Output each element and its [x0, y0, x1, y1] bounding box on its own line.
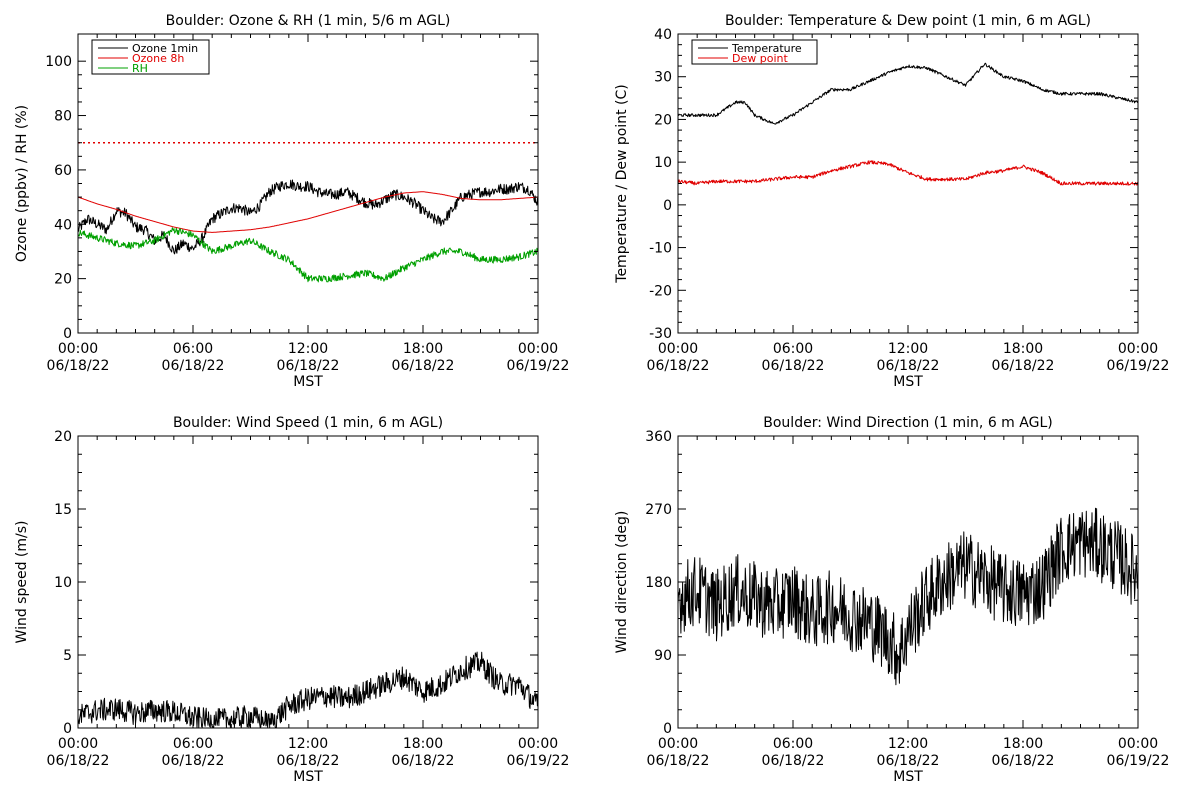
- x-tick-label-time: 00:00: [58, 341, 98, 357]
- x-tick-label-time: 12:00: [288, 736, 328, 752]
- y-tick-label: 60: [54, 163, 72, 179]
- series-line-2: [78, 191, 538, 233]
- x-tick-label-time: 00:00: [518, 736, 558, 752]
- y-tick-label: 40: [54, 217, 72, 233]
- chart-title: Boulder: Ozone & RH (1 min, 5/6 m AGL): [166, 13, 451, 29]
- x-tick-label-date: 06/18/22: [992, 753, 1055, 769]
- y-tick-label: -20: [649, 283, 672, 299]
- x-tick-label-date: 06/18/22: [162, 753, 225, 769]
- y-axis-label: Ozone (ppbv) / RH (%): [14, 105, 30, 262]
- y-axis-label: Wind direction (deg): [614, 511, 630, 654]
- x-tick-label-time: 00:00: [1118, 736, 1158, 752]
- x-tick-label-date: 06/18/22: [647, 753, 710, 769]
- y-tick-label: 0: [663, 198, 672, 214]
- chart-title: Boulder: Wind Speed (1 min, 6 m AGL): [173, 415, 443, 431]
- series-line-2: [678, 160, 1138, 186]
- y-tick-label: 0: [63, 326, 72, 342]
- legend-label: Ozone 8h: [132, 52, 184, 65]
- series-line-3: [78, 227, 538, 283]
- series-line-1: [678, 62, 1138, 125]
- x-tick-label-time: 18:00: [403, 736, 443, 752]
- y-tick-label: -30: [649, 326, 672, 342]
- y-tick-label: 40: [654, 27, 672, 43]
- y-tick-label: 0: [63, 721, 72, 737]
- x-tick-label-date: 06/19/22: [507, 753, 570, 769]
- y-tick-label: 20: [54, 272, 72, 288]
- x-tick-label-date: 06/18/22: [277, 753, 340, 769]
- x-axis-label: MST: [293, 374, 323, 390]
- chart-panel-2: Boulder: Temperature & Dew point (1 min,…: [614, 13, 1169, 390]
- x-tick-label-time: 06:00: [173, 736, 213, 752]
- y-tick-label: 90: [654, 648, 672, 664]
- y-tick-label: 360: [645, 429, 672, 445]
- plot-frame: [677, 435, 1139, 729]
- y-tick-label: 30: [654, 70, 672, 86]
- x-tick-label-time: 18:00: [403, 341, 443, 357]
- x-tick-label-date: 06/18/22: [877, 753, 940, 769]
- x-tick-label-date: 06/18/22: [277, 358, 340, 374]
- x-tick-label-date: 06/18/22: [877, 358, 940, 374]
- chart-panel-3: Boulder: Wind Speed (1 min, 6 m AGL) Wind…: [14, 415, 569, 785]
- x-tick-label-time: 06:00: [773, 736, 813, 752]
- y-tick-label: 10: [54, 575, 72, 591]
- x-tick-label-time: 00:00: [58, 736, 98, 752]
- y-tick-label: 10: [654, 155, 672, 171]
- chart-panel-1: Boulder: Ozone & RH (1 min, 5/6 m AGL) Oz…: [14, 13, 569, 390]
- y-tick-label: 180: [645, 575, 672, 591]
- x-tick-label-date: 06/19/22: [1107, 753, 1170, 769]
- x-tick-label-date: 06/19/22: [507, 358, 570, 374]
- x-tick-label-time: 12:00: [888, 736, 928, 752]
- plot-frame: [77, 435, 539, 729]
- x-tick-label-date: 06/19/22: [1107, 358, 1170, 374]
- x-tick-label-date: 06/18/22: [992, 358, 1055, 374]
- y-tick-label: 20: [654, 112, 672, 128]
- chart-title: Boulder: Wind Direction (1 min, 6 m AGL): [763, 415, 1052, 431]
- legend-label: RH: [132, 62, 148, 75]
- series-line-1: [78, 651, 538, 728]
- x-tick-label-time: 00:00: [1118, 341, 1158, 357]
- legend-label: Ozone 1min: [132, 42, 198, 55]
- legend-label: Temperature: [731, 42, 802, 55]
- x-tick-label-date: 06/18/22: [392, 753, 455, 769]
- y-axis-label: Wind speed (m/s): [14, 521, 30, 644]
- y-tick-label: 270: [645, 502, 672, 518]
- legend-box: [691, 39, 818, 65]
- x-tick-label-date: 06/18/22: [762, 753, 825, 769]
- chart-title: Boulder: Temperature & Dew point (1 min,…: [725, 13, 1091, 29]
- series-line-1: [678, 507, 1138, 686]
- y-axis-label: Temperature / Dew point (C): [614, 84, 630, 283]
- y-tick-label: 80: [54, 109, 72, 125]
- y-tick-label: -10: [649, 241, 672, 257]
- chart-panel-4: Boulder: Wind Direction (1 min, 6 m AGL)…: [614, 415, 1169, 785]
- y-tick-label: 5: [63, 648, 72, 664]
- x-tick-label-time: 18:00: [1003, 736, 1043, 752]
- x-tick-label-date: 06/18/22: [647, 358, 710, 374]
- x-tick-label-time: 06:00: [773, 341, 813, 357]
- x-tick-label-date: 06/18/22: [162, 358, 225, 374]
- x-axis-label: MST: [293, 769, 323, 785]
- x-tick-label-date: 06/18/22: [392, 358, 455, 374]
- x-tick-label-time: 18:00: [1003, 341, 1043, 357]
- x-tick-label-time: 00:00: [658, 341, 698, 357]
- x-tick-label-date: 06/18/22: [47, 358, 110, 374]
- x-tick-label-time: 06:00: [173, 341, 213, 357]
- y-tick-label: 20: [54, 429, 72, 445]
- x-axis-label: MST: [893, 769, 923, 785]
- y-tick-label: 0: [663, 721, 672, 737]
- x-tick-label-date: 06/18/22: [762, 358, 825, 374]
- x-tick-label-date: 06/18/22: [47, 753, 110, 769]
- x-tick-label-time: 00:00: [658, 736, 698, 752]
- legend-label: Dew point: [732, 52, 788, 65]
- x-axis-label: MST: [893, 374, 923, 390]
- x-tick-label-time: 12:00: [888, 341, 928, 357]
- x-tick-label-time: 00:00: [518, 341, 558, 357]
- y-tick-label: 15: [54, 502, 72, 518]
- y-tick-label: 100: [45, 54, 72, 70]
- x-tick-label-time: 12:00: [288, 341, 328, 357]
